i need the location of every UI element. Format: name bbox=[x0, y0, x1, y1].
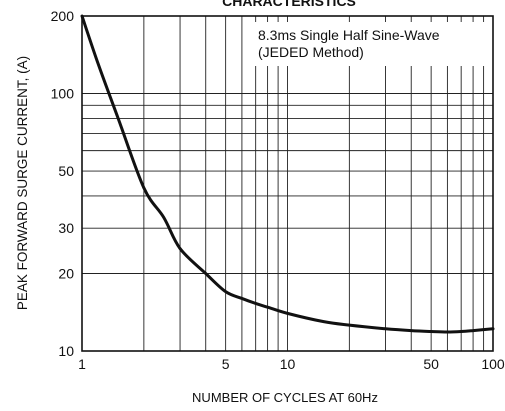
y-tick-label: 30 bbox=[58, 220, 74, 236]
data-point bbox=[117, 117, 120, 120]
data-point bbox=[286, 312, 289, 315]
data-point bbox=[410, 329, 413, 332]
data-point bbox=[240, 297, 243, 300]
data-point bbox=[162, 216, 165, 219]
x-tick-labels: 1 5 10 50 100 bbox=[78, 356, 505, 372]
y-tick-label: 10 bbox=[58, 343, 74, 359]
y-tick-label: 200 bbox=[51, 8, 75, 24]
data-point bbox=[322, 320, 325, 323]
annotation-line-2: (JEDED Method) bbox=[258, 44, 364, 60]
annotation-line-1: 8.3ms Single Half Sine-Wave bbox=[258, 27, 440, 43]
data-point bbox=[384, 327, 387, 330]
annotation-box: 8.3ms Single Half Sine-Wave (JEDED Metho… bbox=[250, 22, 490, 66]
y-tick-labels: 10 20 30 50 100 200 bbox=[51, 8, 75, 359]
x-axis-label: NUMBER OF CYCLES AT 60Hz bbox=[192, 390, 378, 405]
y-tick-label: 50 bbox=[58, 163, 74, 179]
x-tick-label: 1 bbox=[78, 356, 86, 372]
data-point bbox=[254, 302, 257, 305]
y-tick-label: 100 bbox=[51, 86, 75, 102]
x-tick-label: 5 bbox=[222, 356, 230, 372]
data-point bbox=[460, 330, 463, 333]
plot-frame bbox=[81, 15, 494, 352]
y-tick-label: 20 bbox=[58, 265, 74, 281]
data-point bbox=[179, 247, 182, 250]
x-tick-label: 10 bbox=[280, 356, 296, 372]
data-point bbox=[430, 330, 433, 333]
data-point bbox=[81, 15, 84, 18]
data-point bbox=[142, 186, 145, 189]
data-point bbox=[224, 290, 227, 293]
data-point bbox=[97, 63, 100, 66]
data-point bbox=[472, 329, 475, 332]
grid bbox=[81, 15, 494, 352]
data-point bbox=[266, 306, 269, 309]
series-line bbox=[80, 14, 495, 334]
data-point bbox=[348, 324, 351, 327]
y-axis-label: PEAK FORWARD SURGE CURRENT, (A) bbox=[15, 56, 30, 310]
data-point bbox=[492, 327, 495, 330]
chart-title: CHARACTERISTICS bbox=[222, 0, 356, 9]
data-point bbox=[446, 331, 449, 334]
x-tick-label: 100 bbox=[481, 356, 505, 372]
data-point bbox=[204, 272, 207, 275]
x-tick-label: 50 bbox=[423, 356, 439, 372]
